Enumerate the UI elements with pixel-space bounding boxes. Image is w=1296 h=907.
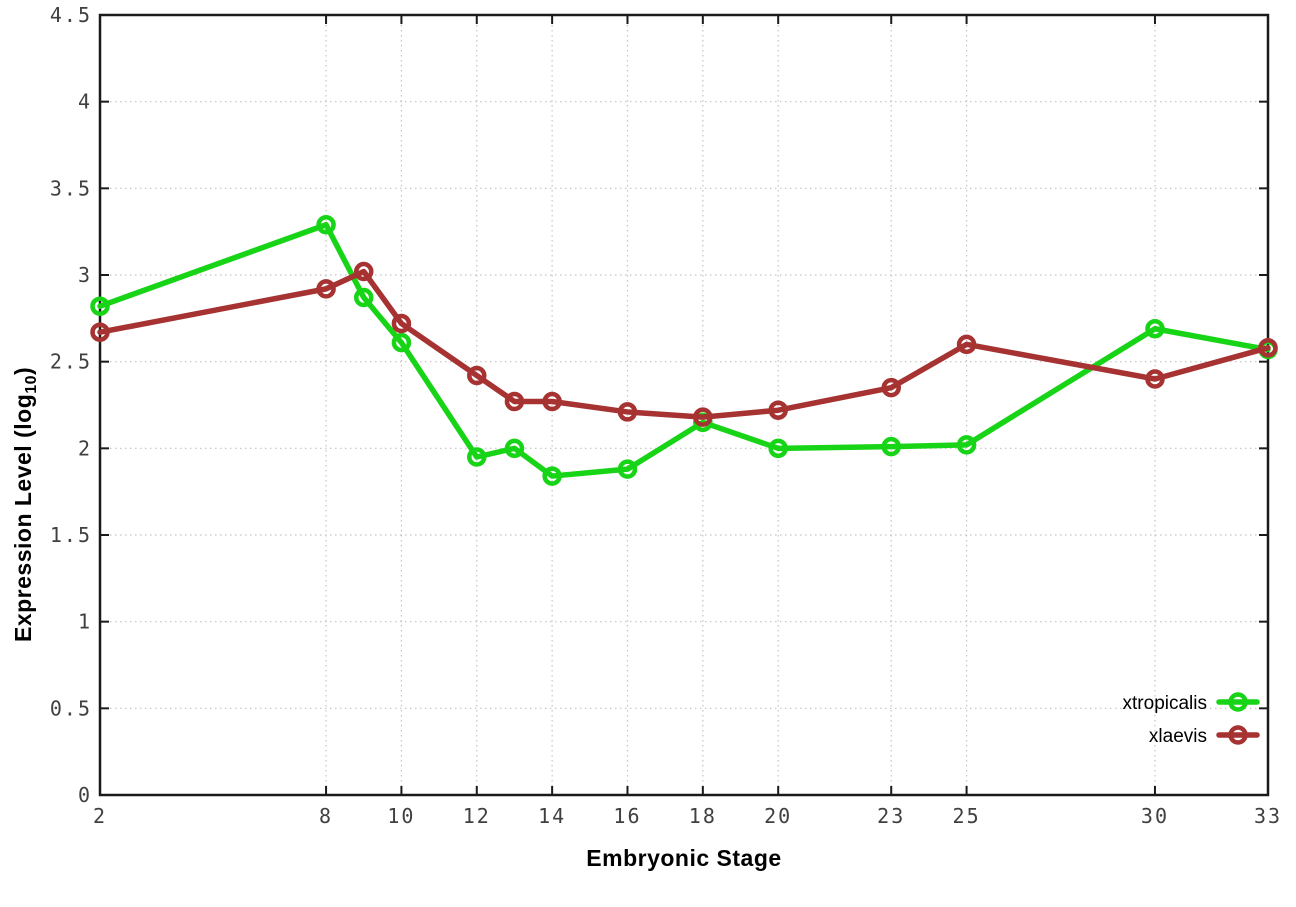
series-line-xlaevis xyxy=(97,268,1271,420)
data-point-xtropicalis xyxy=(542,466,562,486)
data-point-xtropicalis xyxy=(90,296,110,316)
y-tick-label: 3.5 xyxy=(50,176,92,200)
legend-label-xtropicalis: xtropicalis xyxy=(1123,693,1207,714)
x-tick-label: 33 xyxy=(1254,804,1282,828)
data-point-xlaevis xyxy=(881,377,901,398)
data-point-xtropicalis xyxy=(768,438,788,459)
x-tick-label: 23 xyxy=(877,804,905,828)
x-tick-label: 25 xyxy=(953,804,981,828)
legend-marker-xlaevis xyxy=(1228,725,1248,745)
y-tick-label: 3 xyxy=(78,263,92,287)
data-point-xtropicalis xyxy=(617,459,638,479)
legend-marker-xtropicalis xyxy=(1228,692,1248,712)
x-tick-label: 16 xyxy=(613,804,641,828)
data-point-xlaevis xyxy=(353,261,374,282)
data-point-xlaevis xyxy=(1258,338,1278,358)
x-tick-label: 30 xyxy=(1141,804,1169,828)
y-axis-title-subscript: 10 xyxy=(23,374,40,394)
data-point-xtropicalis xyxy=(353,287,374,308)
y-tick-label: 0.5 xyxy=(50,696,92,720)
x-tick-label: 18 xyxy=(689,804,717,828)
y-axis-title-close: ) xyxy=(10,366,36,375)
data-point-xlaevis xyxy=(90,322,110,342)
data-point-xtropicalis xyxy=(316,214,336,235)
data-point-xlaevis xyxy=(504,391,525,412)
data-point-xlaevis xyxy=(693,407,713,427)
data-point-xlaevis xyxy=(316,279,336,299)
data-point-xtropicalis xyxy=(391,332,412,353)
data-point-xlaevis xyxy=(768,400,788,420)
x-tick-label: 8 xyxy=(319,804,333,828)
x-tick-label: 2 xyxy=(93,804,107,828)
data-point-xtropicalis xyxy=(504,438,525,459)
y-tick-label: 1.5 xyxy=(50,523,92,547)
plot-border xyxy=(98,13,1270,797)
data-point-xlaevis xyxy=(391,313,412,334)
x-tick-label: 14 xyxy=(538,804,566,828)
x-tick-label: 12 xyxy=(463,804,491,828)
y-tick-label: 1 xyxy=(78,610,92,634)
series-line-xtropicalis xyxy=(97,221,1271,479)
y-axis-title-text: Expression Level (log xyxy=(10,393,36,642)
x-axis-title: Embryonic Stage xyxy=(586,845,782,871)
data-point-xlaevis xyxy=(542,391,562,412)
data-point-xlaevis xyxy=(467,365,487,386)
y-tick-label: 4.5 xyxy=(50,3,92,27)
data-point-xlaevis xyxy=(617,402,638,422)
data-point-xtropicalis xyxy=(881,436,901,457)
x-tick-label: 20 xyxy=(764,804,792,828)
y-tick-label: 4 xyxy=(78,90,92,114)
data-point-xlaevis xyxy=(1145,369,1165,389)
y-tick-label: 0 xyxy=(78,783,92,807)
x-tick-label: 10 xyxy=(387,804,415,828)
y-axis-title: Expression Level (log10) xyxy=(10,366,40,642)
data-point-xtropicalis xyxy=(1145,318,1165,339)
data-point-xtropicalis xyxy=(956,435,977,455)
data-point-xtropicalis xyxy=(467,447,487,467)
legend-label-xlaevis: xlaevis xyxy=(1149,726,1207,747)
y-tick-label: 2 xyxy=(78,436,92,460)
data-point-xlaevis xyxy=(956,334,977,355)
y-tick-label: 2.5 xyxy=(50,350,92,374)
